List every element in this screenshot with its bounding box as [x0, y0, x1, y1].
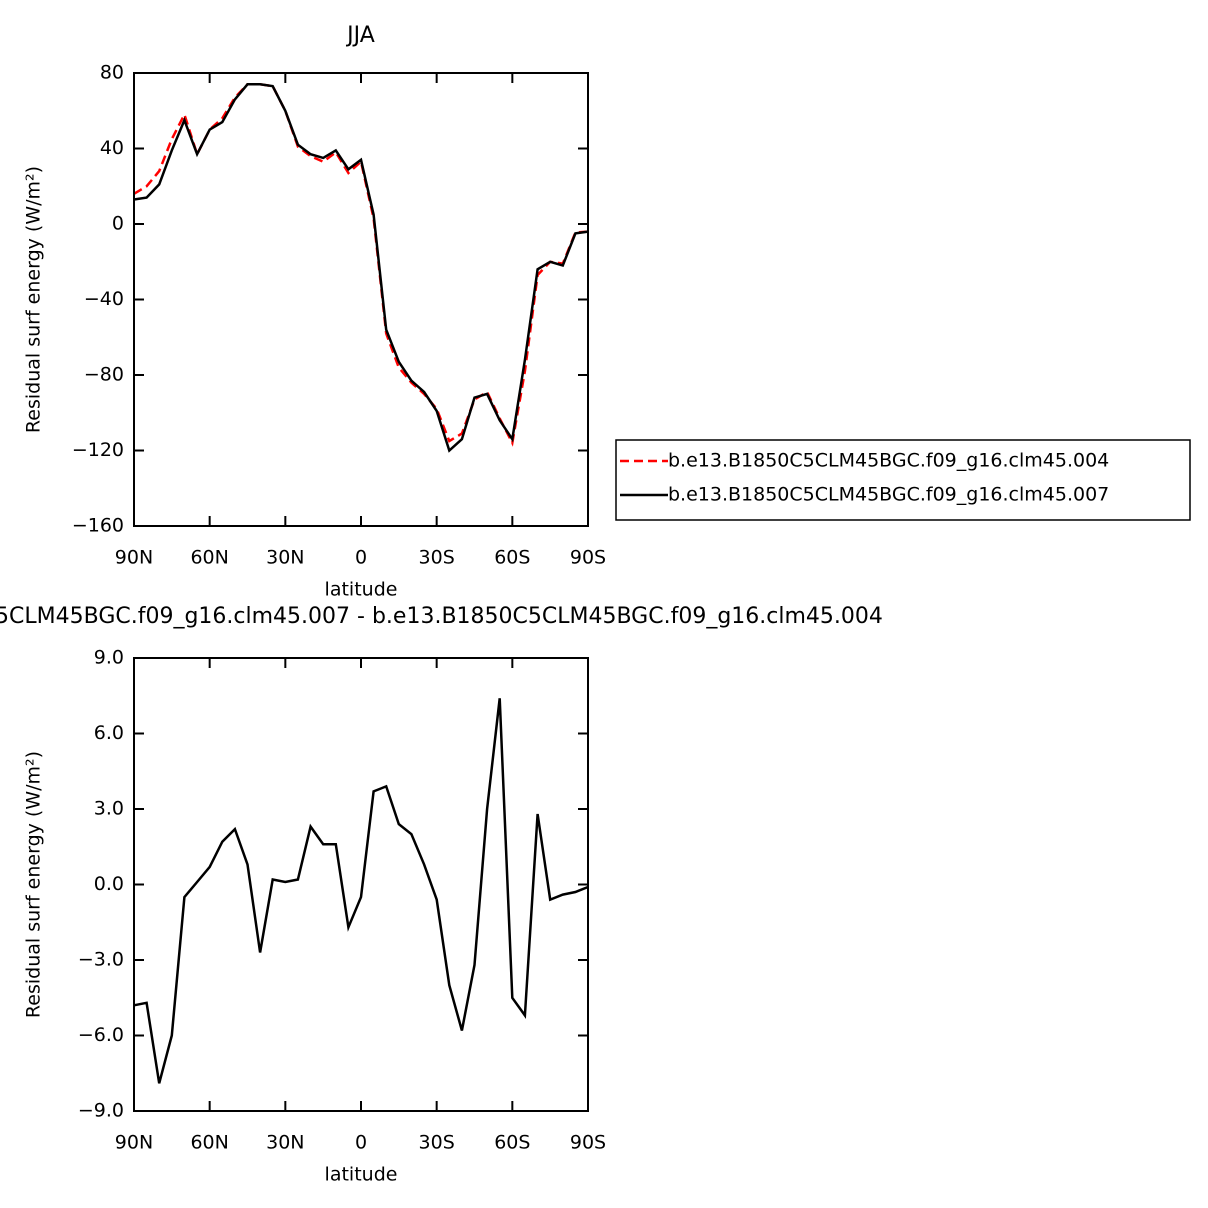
x-tick-label: 90N: [115, 547, 153, 569]
y-tick-label: −40: [84, 288, 124, 310]
x-tick-label: 0: [355, 1132, 367, 1154]
x-tick-label: 60S: [494, 547, 530, 569]
y-axis-label: Residual surf energy (W/m²): [23, 751, 45, 1018]
x-axis-label: latitude: [325, 1164, 398, 1186]
legend-box: [615, 439, 1191, 521]
plot-frame: [133, 657, 589, 1112]
series-line: [133, 83, 589, 453]
y-tick-label: 0.0: [94, 873, 124, 895]
x-tick-label: 90N: [115, 1132, 153, 1154]
plot-frame: [133, 72, 589, 527]
y-tick-label: 3.0: [94, 798, 124, 820]
x-tick-label: 90S: [570, 547, 606, 569]
y-tick-label: 40: [100, 137, 124, 159]
x-tick-label: 60N: [190, 547, 228, 569]
legend-label: b.e13.B1850C5CLM45BGC.f09_g16.clm45.007: [668, 484, 1109, 506]
y-tick-label: −3.0: [78, 949, 124, 971]
y-tick-label: −120: [72, 439, 124, 461]
chart-title: b.e13.B1850C5CLM45BGC.f09_g16.clm45.007 …: [0, 604, 883, 629]
y-tick-label: −80: [84, 364, 124, 386]
legend-label: b.e13.B1850C5CLM45BGC.f09_g16.clm45.004: [668, 450, 1109, 472]
y-axis-label: Residual surf energy (W/m²): [23, 166, 45, 433]
x-tick-label: 60N: [190, 1132, 228, 1154]
y-tick-label: −9.0: [78, 1100, 124, 1122]
y-tick-label: −6.0: [78, 1024, 124, 1046]
series-line: [133, 698, 589, 1084]
chart-title: JJA: [345, 23, 375, 48]
y-tick-label: 9.0: [94, 647, 124, 669]
x-tick-label: 90S: [570, 1132, 606, 1154]
y-tick-label: 80: [100, 62, 124, 84]
x-tick-label: 60S: [494, 1132, 530, 1154]
x-tick-label: 30N: [266, 547, 304, 569]
y-tick-label: −160: [72, 515, 124, 537]
x-tick-label: 30S: [419, 1132, 455, 1154]
y-tick-label: 0: [112, 213, 124, 235]
x-tick-label: 0: [355, 547, 367, 569]
x-tick-label: 30S: [419, 547, 455, 569]
x-tick-label: 30N: [266, 1132, 304, 1154]
y-tick-label: 6.0: [94, 722, 124, 744]
x-axis-label: latitude: [325, 579, 398, 601]
series-line: [133, 83, 589, 447]
